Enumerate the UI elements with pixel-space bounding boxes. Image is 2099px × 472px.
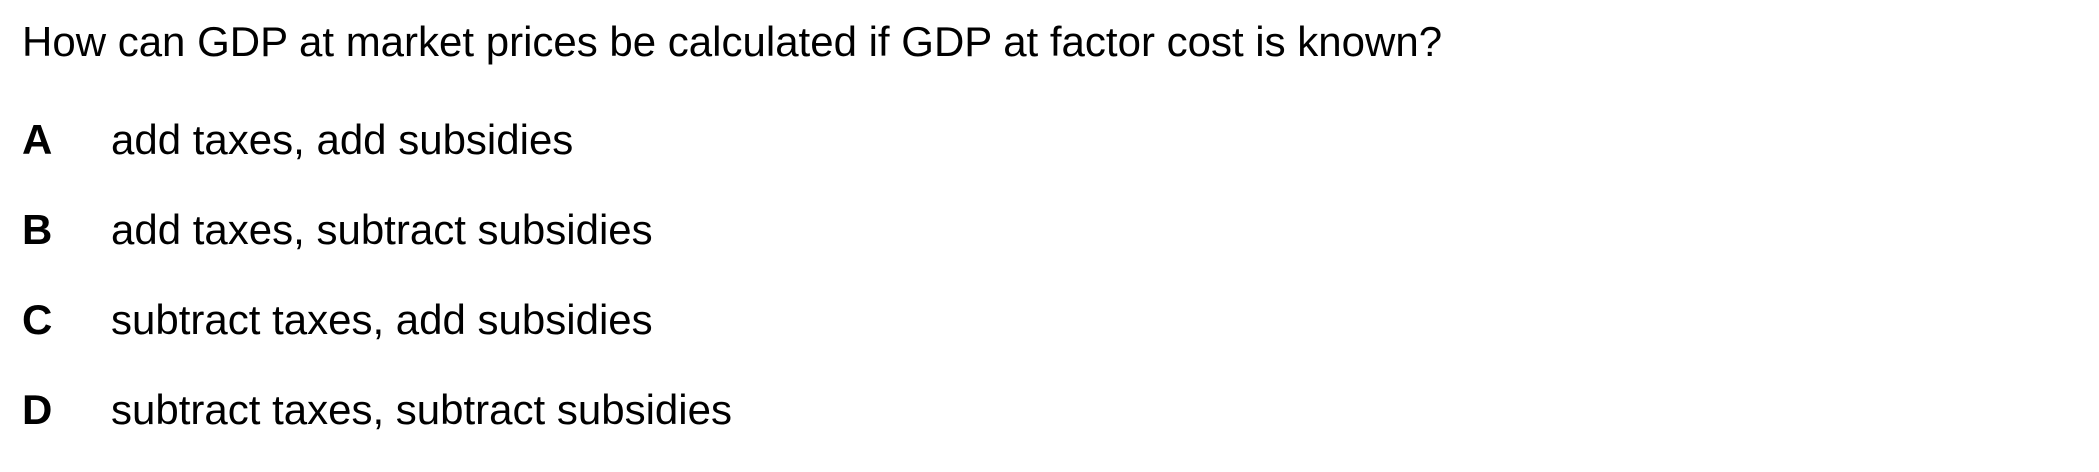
option-d[interactable]: D subtract taxes, subtract subsidies xyxy=(22,382,732,472)
option-text: subtract taxes, add subsidies xyxy=(111,296,653,343)
option-c[interactable]: C subtract taxes, add subsidies xyxy=(22,292,732,382)
option-a[interactable]: A add taxes, add subsidies xyxy=(22,112,732,202)
option-text: subtract taxes, subtract subsidies xyxy=(111,386,732,433)
option-letter: D xyxy=(22,386,53,433)
option-letter: C xyxy=(22,296,53,343)
option-letter: B xyxy=(22,206,53,253)
option-text: add taxes, add subsidies xyxy=(111,116,574,163)
option-letter: A xyxy=(22,116,53,163)
option-b[interactable]: B add taxes, subtract subsidies xyxy=(22,202,732,292)
answer-options: A add taxes, add subsidies B add taxes, … xyxy=(22,112,732,472)
option-text: add taxes, subtract subsidies xyxy=(111,206,653,253)
question-text: How can GDP at market prices be calculat… xyxy=(22,18,1443,65)
